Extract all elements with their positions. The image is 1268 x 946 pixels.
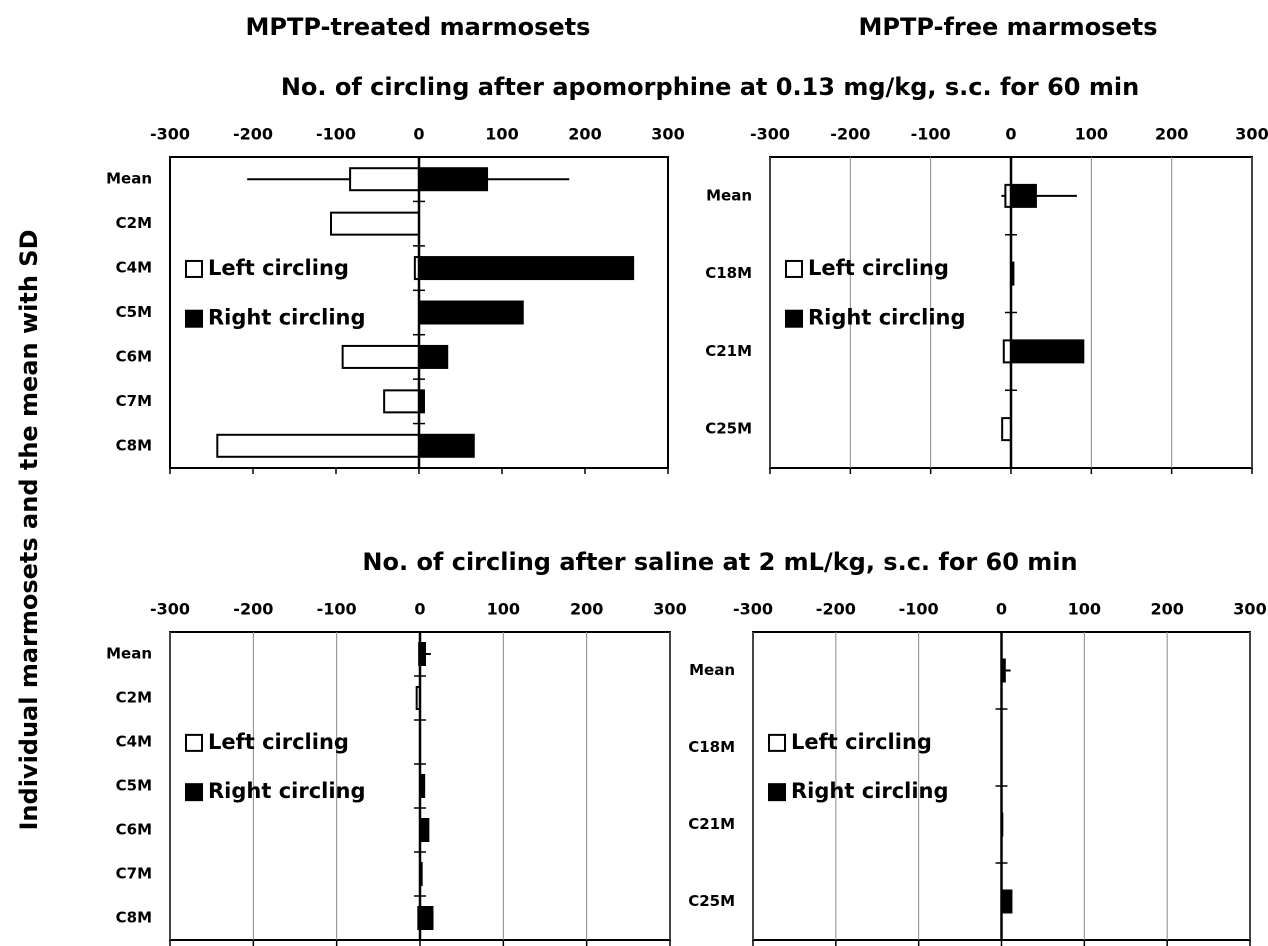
column-title: MPTP-free marmosets <box>858 13 1157 41</box>
x-tick-label: 200 <box>570 600 603 619</box>
y-axis-label: Individual marmosets and the mean with S… <box>15 230 43 831</box>
x-tick-label: -200 <box>233 125 273 144</box>
bar <box>1001 417 1012 442</box>
x-tick-label: 200 <box>568 125 601 144</box>
bar <box>1010 339 1085 364</box>
x-tick-label: -300 <box>750 125 790 144</box>
x-tick-label: -300 <box>150 125 190 144</box>
bar <box>419 906 434 930</box>
x-tick-label: 200 <box>1155 125 1188 144</box>
legend-label: Right circling <box>808 306 966 330</box>
category-label: C21M <box>705 342 752 360</box>
column-title: MPTP-treated marmosets <box>246 13 591 41</box>
category-label: C25M <box>705 420 752 438</box>
legend-label: Left circling <box>208 256 349 280</box>
category-label: C2M <box>116 689 152 707</box>
category-label: Mean <box>706 186 752 204</box>
x-tick-label: 100 <box>1068 600 1101 619</box>
legend-label: Right circling <box>791 779 949 803</box>
legend-label: Left circling <box>791 730 932 754</box>
bar <box>1000 889 1013 914</box>
x-tick-label: -100 <box>899 600 939 619</box>
category-label: C25M <box>688 892 735 910</box>
bar <box>330 211 420 236</box>
x-tick-label: 100 <box>485 125 518 144</box>
x-tick-label: -100 <box>316 125 356 144</box>
bar <box>418 433 475 458</box>
x-tick-label: -300 <box>733 600 773 619</box>
category-label: C7M <box>116 392 152 410</box>
x-tick-label: 100 <box>1075 125 1108 144</box>
legend-label: Right circling <box>208 306 366 330</box>
x-tick-label: 0 <box>414 600 425 619</box>
category-label: C6M <box>116 347 152 365</box>
category-label: C21M <box>688 815 735 833</box>
legend-swatch <box>185 783 203 802</box>
x-tick-label: 300 <box>653 600 686 619</box>
x-tick-label: 0 <box>996 600 1007 619</box>
legend-swatch <box>768 783 786 802</box>
legend-swatch <box>785 309 803 328</box>
x-tick-label: -200 <box>233 600 273 619</box>
x-tick-label: 200 <box>1150 600 1183 619</box>
category-label: C4M <box>116 733 152 751</box>
category-label: C5M <box>116 777 152 795</box>
x-tick-label: -200 <box>830 125 870 144</box>
x-tick-label: 300 <box>651 125 684 144</box>
bar <box>383 389 421 414</box>
bar <box>1010 183 1037 208</box>
bar <box>349 167 420 192</box>
legend-swatch <box>185 733 203 752</box>
legend-label: Left circling <box>808 256 949 280</box>
bar <box>341 344 421 369</box>
category-label: C4M <box>116 259 152 277</box>
category-label: C6M <box>116 821 152 839</box>
x-tick-label: 100 <box>487 600 520 619</box>
bar <box>418 167 489 192</box>
category-label: Mean <box>689 661 735 679</box>
category-label: C7M <box>116 865 152 883</box>
x-tick-label: -300 <box>150 600 190 619</box>
category-label: Mean <box>106 645 152 663</box>
x-tick-label: -100 <box>317 600 357 619</box>
legend-swatch <box>768 733 786 752</box>
bar <box>418 256 635 281</box>
x-tick-label: 300 <box>1233 600 1266 619</box>
category-label: C2M <box>116 214 152 232</box>
x-tick-label: -100 <box>911 125 951 144</box>
x-tick-label: 0 <box>413 125 424 144</box>
category-label: Mean <box>106 170 152 188</box>
row-title: No. of circling after apomorphine at 0.1… <box>281 73 1139 101</box>
row-title: No. of circling after saline at 2 mL/kg,… <box>362 548 1077 576</box>
category-label: C8M <box>116 909 152 927</box>
category-label: C8M <box>116 436 152 454</box>
bar <box>216 433 420 458</box>
legend-swatch <box>185 259 203 278</box>
category-label: C5M <box>116 303 152 321</box>
bar <box>418 344 449 369</box>
category-label: C18M <box>688 738 735 756</box>
category-label: C18M <box>705 264 752 282</box>
x-tick-label: 300 <box>1235 125 1268 144</box>
legend-swatch <box>185 309 203 328</box>
legend-label: Left circling <box>208 730 349 754</box>
legend-label: Right circling <box>208 779 366 803</box>
bar <box>418 300 524 325</box>
x-tick-label: 0 <box>1005 125 1016 144</box>
x-tick-label: -200 <box>816 600 856 619</box>
legend-swatch <box>785 259 803 278</box>
